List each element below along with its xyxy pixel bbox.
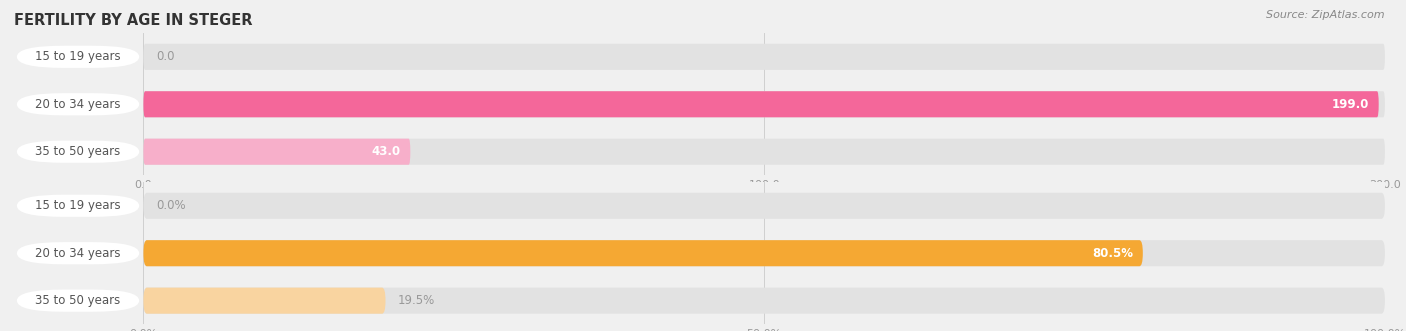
FancyBboxPatch shape (143, 44, 1385, 70)
Text: 15 to 19 years: 15 to 19 years (35, 199, 121, 212)
FancyBboxPatch shape (143, 288, 385, 314)
FancyBboxPatch shape (143, 193, 1385, 219)
Text: 35 to 50 years: 35 to 50 years (35, 294, 121, 307)
FancyBboxPatch shape (143, 240, 1385, 266)
Text: 199.0: 199.0 (1331, 98, 1369, 111)
FancyBboxPatch shape (143, 91, 1385, 117)
FancyBboxPatch shape (143, 139, 411, 165)
Text: 0.0: 0.0 (156, 50, 174, 63)
FancyBboxPatch shape (143, 139, 1385, 165)
Text: 19.5%: 19.5% (398, 294, 436, 307)
Text: 15 to 19 years: 15 to 19 years (35, 50, 121, 63)
Text: Source: ZipAtlas.com: Source: ZipAtlas.com (1267, 10, 1385, 20)
Text: FERTILITY BY AGE IN STEGER: FERTILITY BY AGE IN STEGER (14, 13, 253, 28)
Text: 35 to 50 years: 35 to 50 years (35, 145, 121, 158)
Text: 20 to 34 years: 20 to 34 years (35, 247, 121, 260)
FancyBboxPatch shape (143, 240, 1143, 266)
Text: 0.0%: 0.0% (156, 199, 186, 212)
Text: 20 to 34 years: 20 to 34 years (35, 98, 121, 111)
Text: 80.5%: 80.5% (1092, 247, 1133, 260)
FancyBboxPatch shape (143, 288, 1385, 314)
Text: 43.0: 43.0 (371, 145, 401, 158)
FancyBboxPatch shape (143, 91, 1379, 117)
